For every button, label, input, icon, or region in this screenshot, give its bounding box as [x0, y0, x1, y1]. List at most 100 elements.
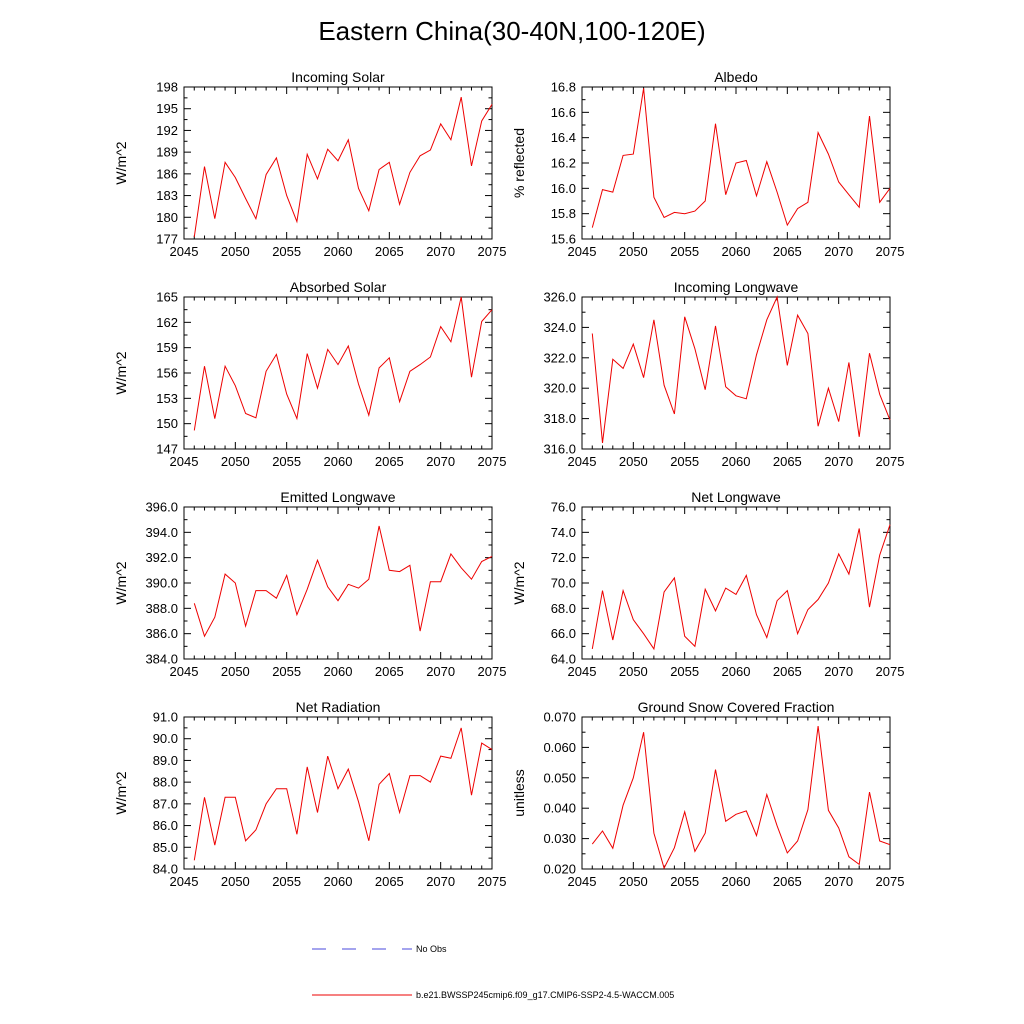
panel-2-xtick-label: 2075 — [876, 244, 905, 259]
panel-8-title: Ground Snow Covered Fraction — [638, 699, 835, 715]
panel-7: Net Radiation W/m^2 2045 2050 2055 2060 2065 20… — [113, 699, 506, 889]
panel-7-ytick-label: 85.0 — [153, 840, 178, 855]
panel-7-ytick-label: 88.0 — [153, 775, 178, 790]
panel-1-xtick-label: 2060 — [324, 244, 353, 259]
panel-2-series-line — [591, 88, 891, 228]
panel-2-xtick-label: 2055 — [670, 244, 699, 259]
panel-8-xtick-label: 2065 — [773, 874, 802, 889]
panel-5-ytick-label: 384.0 — [145, 652, 178, 667]
panel-1-ytick-label: 180 — [156, 210, 178, 225]
panel-2-xtick-label: 2050 — [619, 244, 648, 259]
panel-5-ytick-label: 386.0 — [145, 626, 178, 641]
panel-1-title: Incoming Solar — [291, 69, 385, 85]
panel-4-frame — [581, 296, 891, 450]
panel-8-ytick-label: 0.020 — [543, 862, 576, 877]
panel-5-ylabel: W/m^2 — [113, 561, 129, 604]
panel-3-series-line — [193, 296, 493, 431]
panel-5-ytick-label: 392.0 — [145, 550, 178, 565]
panel-8-ylabel: unitless — [511, 769, 527, 816]
panel-8-ytick-label: 0.040 — [543, 801, 576, 816]
panel-1-xtick-label: 2065 — [375, 244, 404, 259]
panel-2-ytick-label: 16.2 — [551, 156, 576, 171]
panel-5-xtick-label: 2070 — [426, 664, 455, 679]
panel-6-xtick-label: 2045 — [568, 664, 597, 679]
panel-2-ytick-label: 15.8 — [551, 206, 576, 221]
panel-2-xtick-label: 2060 — [722, 244, 751, 259]
panel-1-ytick-label: 195 — [156, 101, 178, 116]
panel-6-ytick-label: 74.0 — [551, 525, 576, 540]
panel-5-ytick-label: 396.0 — [145, 500, 178, 515]
panel-7-ytick-label: 90.0 — [153, 731, 178, 746]
panel-5: Emitted Longwave W/m^2 2045 2050 2055 2060 206… — [113, 489, 506, 679]
panel-7-xtick-label: 2070 — [426, 874, 455, 889]
panel-6-xtick-label: 2050 — [619, 664, 648, 679]
panel-1-xtick-label: 2055 — [272, 244, 301, 259]
panel-3-ytick-label: 156 — [156, 366, 178, 381]
panel-5-frame — [183, 506, 493, 660]
panel-3-ytick-label: 147 — [156, 442, 178, 457]
panel-2-xtick-label: 2070 — [824, 244, 853, 259]
legend-obs-label: No Obs — [416, 944, 447, 954]
panel-3-ytick-label: 153 — [156, 391, 178, 406]
panel-4-ytick-label: 318.0 — [543, 411, 576, 426]
panel-7-xtick-label: 2045 — [170, 874, 199, 889]
panel-5-xtick-label: 2045 — [170, 664, 199, 679]
panel-3-ytick-label: 159 — [156, 340, 178, 355]
panel-4-ytick-label: 316.0 — [543, 442, 576, 457]
panel-6: Net Longwave W/m^2 2045 2050 2055 2060 2065 207… — [511, 489, 904, 679]
panel-1-ytick-label: 192 — [156, 123, 178, 138]
panel-5-ytick-label: 390.0 — [145, 576, 178, 591]
panel-5-xtick-label: 2055 — [272, 664, 301, 679]
legend-model-label: b.e21.BWSSP245cmip6.f09_g17.CMIP6-SSP2-4… — [416, 990, 675, 1000]
panel-1-ytick-label: 186 — [156, 166, 178, 181]
panel-4-xtick-label: 2045 — [568, 454, 597, 469]
panel-4-series-line — [591, 295, 891, 443]
panel-3-xtick-label: 2045 — [170, 454, 199, 469]
panel-8-xtick-label: 2055 — [670, 874, 699, 889]
panel-1-ylabel: W/m^2 — [113, 141, 129, 184]
legend-model-line — [312, 994, 412, 996]
panel-2-xtick-label: 2065 — [773, 244, 802, 259]
panel-6-ytick-label: 70.0 — [551, 576, 576, 591]
panel-4-xtick-label: 2075 — [876, 454, 905, 469]
panel-6-xtick-label: 2060 — [722, 664, 751, 679]
panel-7-frame — [183, 716, 493, 870]
panel-2-ytick-label: 16.6 — [551, 105, 576, 120]
panel-2-ytick-label: 15.6 — [551, 232, 576, 247]
panel-6-title: Net Longwave — [691, 489, 781, 505]
panel-3-ylabel: W/m^2 — [113, 351, 129, 394]
panel-2-ytick-label: 16.4 — [551, 130, 576, 145]
panel-1-ytick-label: 198 — [156, 80, 178, 95]
panel-4-ytick-label: 324.0 — [543, 320, 576, 335]
panel-4-title: Incoming Longwave — [674, 279, 799, 295]
panel-3-ytick-label: 150 — [156, 416, 178, 431]
panel-6-ytick-label: 72.0 — [551, 550, 576, 565]
panel-7-xtick-label: 2050 — [221, 874, 250, 889]
panel-4-xtick-label: 2065 — [773, 454, 802, 469]
panel-2-title: Albedo — [714, 69, 758, 85]
panel-7-ytick-label: 89.0 — [153, 753, 178, 768]
panel-3-xtick-label: 2050 — [221, 454, 250, 469]
panel-7-series-line — [193, 727, 493, 861]
panel-1-xtick-label: 2070 — [426, 244, 455, 259]
panel-7-ytick-label: 84.0 — [153, 862, 178, 877]
panel-6-frame — [581, 506, 891, 660]
panel-7-xtick-label: 2060 — [324, 874, 353, 889]
panel-6-series-line — [591, 524, 891, 651]
panel-4-xtick-label: 2070 — [824, 454, 853, 469]
panel-3-frame — [183, 296, 493, 450]
panels: Incoming Solar W/m^2 2045 2050 2055 2060 2065 2… — [113, 69, 904, 889]
panel-1-xtick-label: 2050 — [221, 244, 250, 259]
panel-8-xtick-label: 2070 — [824, 874, 853, 889]
panel-4-xtick-label: 2050 — [619, 454, 648, 469]
panel-2-ylabel: % reflected — [511, 128, 527, 198]
panel-3: Absorbed Solar W/m^2 2045 2050 2055 2060 2065 2… — [113, 279, 506, 469]
panel-3-xtick-label: 2070 — [426, 454, 455, 469]
panel-6-xtick-label: 2065 — [773, 664, 802, 679]
panel-8-xtick-label: 2050 — [619, 874, 648, 889]
panel-1-ytick-label: 189 — [156, 145, 178, 160]
panel-2-ytick-label: 16.0 — [551, 181, 576, 196]
panel-3-xtick-label: 2065 — [375, 454, 404, 469]
panel-5-ytick-label: 394.0 — [145, 525, 178, 540]
panel-7-title: Net Radiation — [296, 699, 381, 715]
